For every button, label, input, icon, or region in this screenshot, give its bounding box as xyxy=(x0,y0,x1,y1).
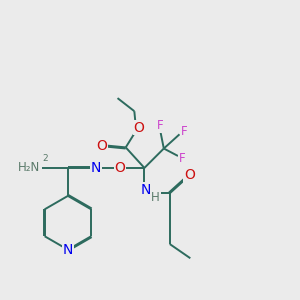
Text: F: F xyxy=(157,119,164,132)
Text: H: H xyxy=(31,161,39,174)
Text: O: O xyxy=(184,168,195,182)
Text: O: O xyxy=(134,121,145,135)
Text: 2: 2 xyxy=(42,154,48,163)
Text: H₂N: H₂N xyxy=(18,161,40,174)
Text: H: H xyxy=(151,190,160,203)
Text: F: F xyxy=(178,152,185,166)
Text: N: N xyxy=(141,183,152,197)
Text: N: N xyxy=(91,161,101,175)
Text: F: F xyxy=(181,125,187,138)
Text: N: N xyxy=(63,243,73,257)
Text: O: O xyxy=(96,139,107,152)
Text: O: O xyxy=(115,161,126,175)
